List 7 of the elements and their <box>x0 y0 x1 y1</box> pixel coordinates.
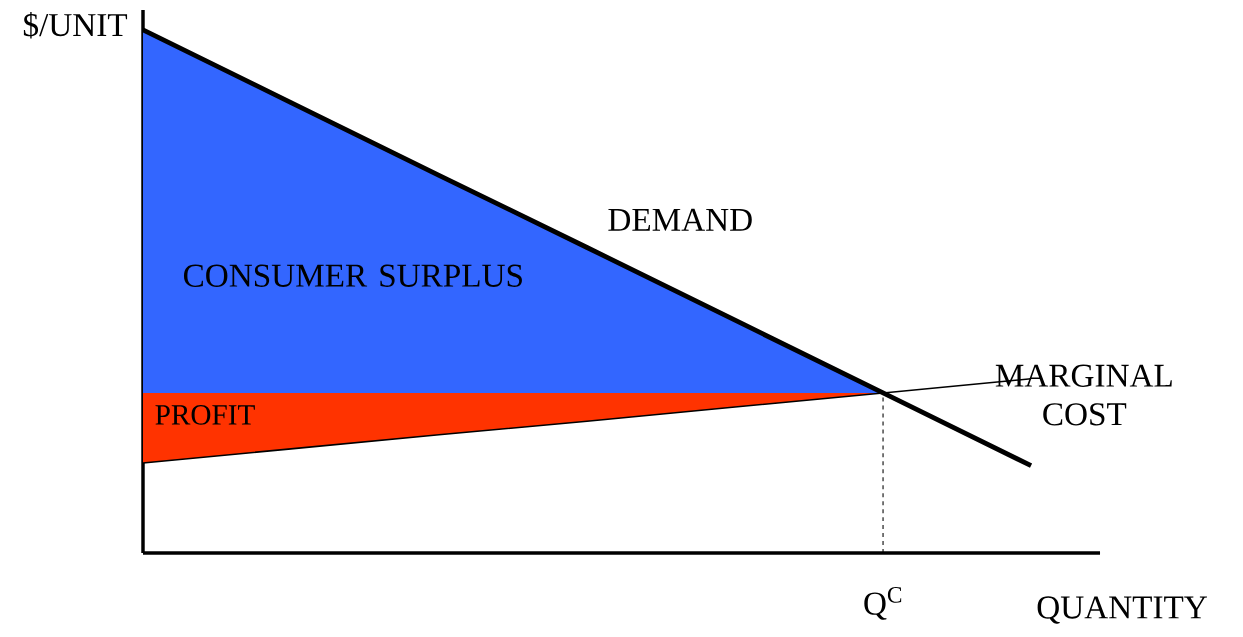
text: Q$^{C}$ <box>864 587 902 620</box>
series-label: DEMAND <box>608 208 752 231</box>
series-label: MARGINAL COST <box>995 364 1172 426</box>
y-axis-title: $/UNIT <box>23 11 128 39</box>
series-label: CONSUMER SURPLUS <box>183 264 522 287</box>
series-label: PROFIT <box>155 405 255 425</box>
x-axis-title: QUANTITY <box>1037 596 1207 624</box>
